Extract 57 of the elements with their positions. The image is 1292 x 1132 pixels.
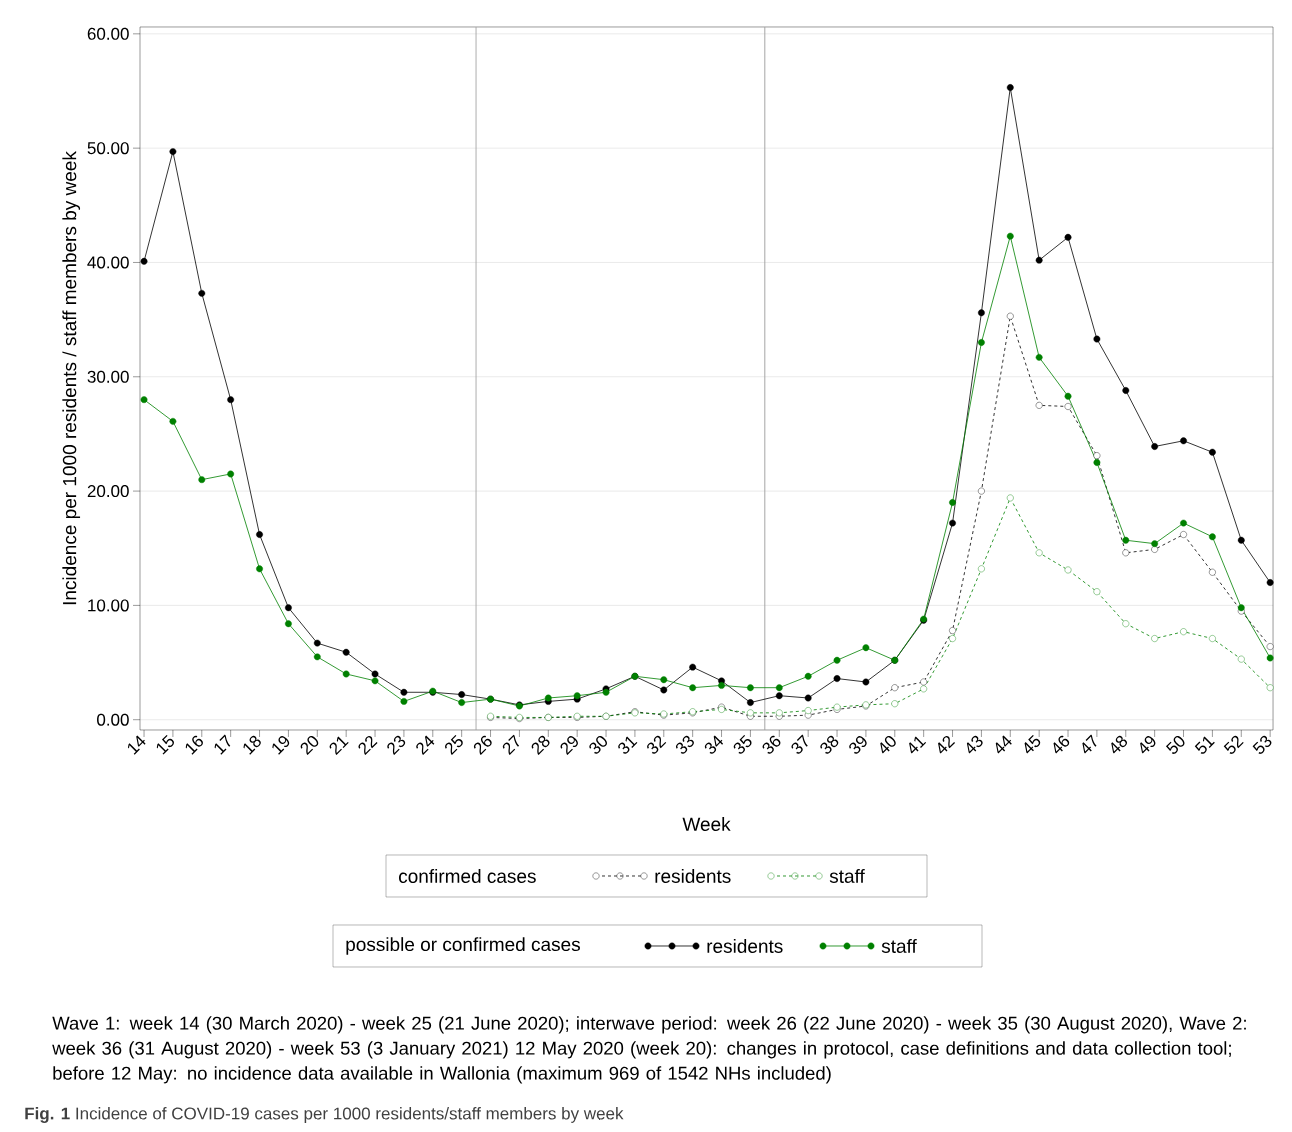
x-tick-label: 18 [243,735,261,755]
x-tick-label: 43 [966,735,983,754]
text: Fig. 1 Incidence of COVID-19 cases per 1000 residents/staff members by week [25,1107,624,1123]
x-tick-label: 25 [445,734,463,755]
text: confirmed cases [399,869,536,883]
x-tick-label: 32 [647,735,667,754]
legend-label: residents [655,869,731,883]
x-tick-label: 37 [791,734,808,754]
x-tick-label: 39 [849,736,867,754]
x-tick-label: 15 [156,734,174,755]
x-tick-label: 38 [820,735,839,754]
x-tick-label: 24 [416,735,435,756]
text: possible or confirmed cases [346,937,580,955]
y-tick-label: 10.00 [88,599,129,612]
x-tick-label: 28 [531,735,550,755]
x-tick-label: 48 [1111,735,1128,754]
x-tick-label: 50 [1165,735,1185,754]
x-tick-label: 23 [387,735,406,755]
x-tick-label: 14 [127,735,146,755]
legend-label: residents [707,939,783,953]
y-tick-label: 30.00 [87,370,129,383]
x-tick-label: 46 [1053,735,1070,754]
legend-label: staff [881,939,917,953]
y-tick-label: 0.00 [97,713,129,726]
x-tick-label: 44 [995,735,1012,754]
y-tick-label: 20.00 [87,485,129,498]
text: Wave 1: week 14 (30 March 2020) - week 25 (21 June 2020); interwave period: week 26 (22 June 2020) - week 35 (30 August 2020), Wave 2: week 36 (31 August 2020) - week 53 (3 January 2021) 12 May 2020 (week 20): changes in protocol, case definitions and data collection tool; before 12 May: no incidence data available in Wallonia (maximum 969 of 1542 NHs included) [52,1016,1246,1084]
x-tick-label: 30 [589,735,607,754]
x-tick-label: 40 [880,735,896,754]
x-axis-title: Week [682,817,731,831]
y-tick-label: 60.00 [87,27,129,40]
x-tick-label: 20 [300,735,319,755]
y-tick-label: 40.00 [87,256,129,269]
x-tick-label: 35 [733,734,752,754]
x-tick-label: 31 [618,736,638,754]
x-tick-label: 51 [1194,736,1215,754]
x-tick-label: 49 [1140,736,1156,754]
y-axis-title: Incidence per 1000 residents / staff members by week [62,151,81,605]
x-tick-label: 26 [473,735,492,755]
x-tick-label: 33 [675,735,694,754]
x-tick-label: 16 [185,735,203,755]
x-tick-label: 47 [1082,734,1097,754]
x-tick-label: 22 [358,735,378,756]
x-tick-label: 34 [704,735,724,754]
x-tick-label: 17 [214,734,231,755]
x-tick-label: 42 [938,735,956,754]
x-tick-label: 27 [502,734,520,756]
x-tick-label: 53 [1252,735,1272,754]
x-tick-label: 19 [272,736,290,755]
x-tick-label: 52 [1223,735,1244,754]
y-tick-label: 50.00 [87,142,129,155]
x-tick-label: 21 [329,736,349,756]
x-tick-label: 36 [762,735,781,754]
x-tick-label: 45 [1024,734,1041,754]
legend-label: staff [829,869,865,883]
x-tick-label: 41 [909,736,927,754]
x-tick-label: 29 [560,736,578,755]
